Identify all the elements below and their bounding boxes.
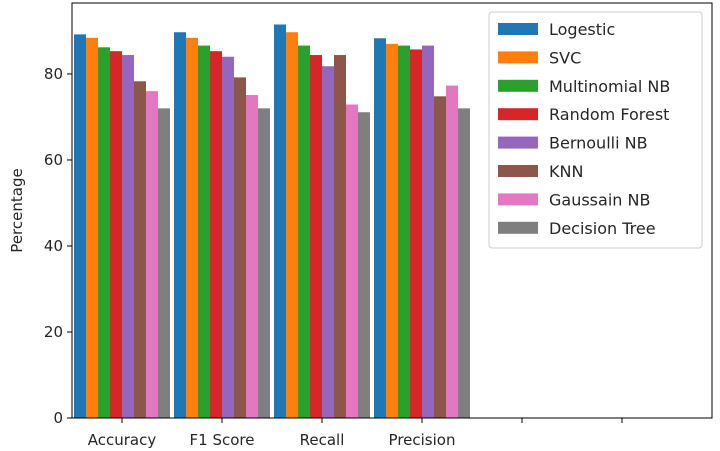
bar-logestic-precision (374, 38, 386, 418)
legend-swatch (498, 23, 538, 35)
bar-multinomial-nb-f1-score (198, 45, 210, 418)
bar-svc-precision (386, 43, 398, 418)
legend-label: Bernoulli NB (549, 134, 648, 153)
bar-gaussain-nb-accuracy (146, 91, 158, 418)
bar-decision-tree-recall (358, 112, 370, 418)
y-axis-label: Percentage (8, 168, 26, 252)
legend-label: KNN (549, 162, 583, 181)
bar-random-forest-f1-score (210, 51, 222, 419)
legend-box (488, 11, 703, 249)
y-tick-label: 0 (53, 409, 63, 427)
legend-swatch (498, 193, 538, 206)
legend-label: Multinomial NB (549, 77, 670, 96)
bar-decision-tree-accuracy (158, 108, 170, 419)
bar-gaussain-nb-precision (446, 85, 458, 418)
legend-label: Decision Tree (549, 219, 656, 238)
bar-gaussain-nb-recall (346, 104, 358, 419)
bar-svc-recall (286, 32, 298, 419)
bar-random-forest-accuracy (110, 51, 122, 419)
bar-knn-recall (334, 55, 346, 418)
bars-group (74, 24, 470, 419)
bar-knn-accuracy (134, 81, 146, 419)
bar-bernoulli-nb-f1-score (222, 56, 234, 418)
y-tick-label: 60 (44, 151, 63, 169)
x-tick-label: F1 Score (190, 431, 255, 449)
bar-knn-f1-score (234, 77, 246, 419)
legend-swatch (498, 221, 538, 234)
bar-knn-precision (434, 96, 446, 418)
legend-swatch (498, 136, 538, 149)
bar-random-forest-recall (310, 55, 322, 418)
legend-swatch (498, 108, 538, 121)
bar-logestic-recall (274, 24, 286, 418)
bar-multinomial-nb-accuracy (98, 47, 110, 419)
bar-logestic-accuracy (74, 34, 86, 418)
y-tick-label: 20 (44, 323, 63, 341)
legend-swatch (498, 79, 538, 92)
plot-frame (71, 2, 713, 419)
y-tick-label: 40 (44, 237, 63, 255)
bar-gaussain-nb-f1-score (246, 95, 258, 418)
bar-multinomial-nb-precision (398, 45, 410, 418)
legend-label: Logestic (549, 20, 615, 39)
legend-swatch (498, 165, 538, 177)
bar-bernoulli-nb-precision (422, 45, 434, 418)
legend-label: Gaussain NB (549, 190, 650, 209)
legend: Logestic SVC Multinomial NB Random Forest Be… (488, 11, 703, 249)
bar-random-forest-precision (410, 49, 422, 418)
bar-decision-tree-f1-score (258, 108, 270, 419)
legend-swatch (498, 51, 538, 64)
bar-svc-f1-score (186, 37, 198, 418)
bar-bernoulli-nb-recall (322, 66, 334, 418)
bar-logestic-f1-score (174, 32, 186, 419)
legend-label: SVC (549, 48, 581, 67)
x-axis: Accuracy F1 Score Recall Precision (88, 418, 623, 449)
legend-label: Random Forest (549, 105, 669, 124)
bar-multinomial-nb-recall (298, 45, 310, 418)
y-tick-label: 80 (44, 65, 63, 83)
y-axis: 0 20 40 60 80 (44, 65, 72, 427)
x-tick-label: Accuracy (88, 431, 157, 449)
bar-svc-accuracy (86, 37, 98, 418)
bar-bernoulli-nb-accuracy (122, 55, 134, 418)
x-tick-label: Precision (389, 431, 456, 449)
bar-decision-tree-precision (458, 108, 470, 419)
x-tick-label: Recall (300, 431, 345, 449)
